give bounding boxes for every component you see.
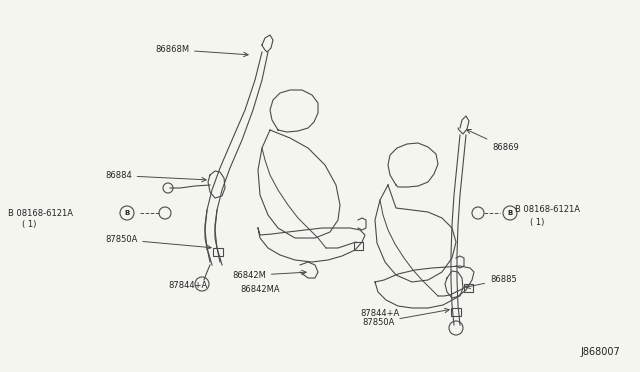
Bar — [451, 308, 461, 316]
Text: B 08168-6121A: B 08168-6121A — [515, 205, 580, 215]
Text: 86842M: 86842M — [232, 270, 306, 280]
Text: 86868M: 86868M — [155, 45, 248, 57]
Text: B: B — [124, 210, 130, 216]
Bar — [213, 248, 223, 256]
Text: 86842MA: 86842MA — [240, 285, 280, 295]
Bar — [354, 242, 363, 250]
Text: ( 1): ( 1) — [530, 218, 545, 227]
Text: 86884: 86884 — [105, 171, 206, 182]
Text: ( 1): ( 1) — [22, 221, 36, 230]
Text: 87850A: 87850A — [362, 308, 449, 327]
Text: J868007: J868007 — [580, 347, 620, 357]
Text: 87844+A: 87844+A — [168, 282, 207, 291]
Text: B: B — [508, 210, 513, 216]
Text: 87844+A: 87844+A — [360, 308, 399, 317]
Text: 86869: 86869 — [467, 129, 519, 152]
Text: B 08168-6121A: B 08168-6121A — [8, 208, 73, 218]
Text: 86885: 86885 — [466, 275, 516, 289]
Text: 87850A: 87850A — [105, 235, 211, 250]
Bar — [464, 284, 473, 292]
